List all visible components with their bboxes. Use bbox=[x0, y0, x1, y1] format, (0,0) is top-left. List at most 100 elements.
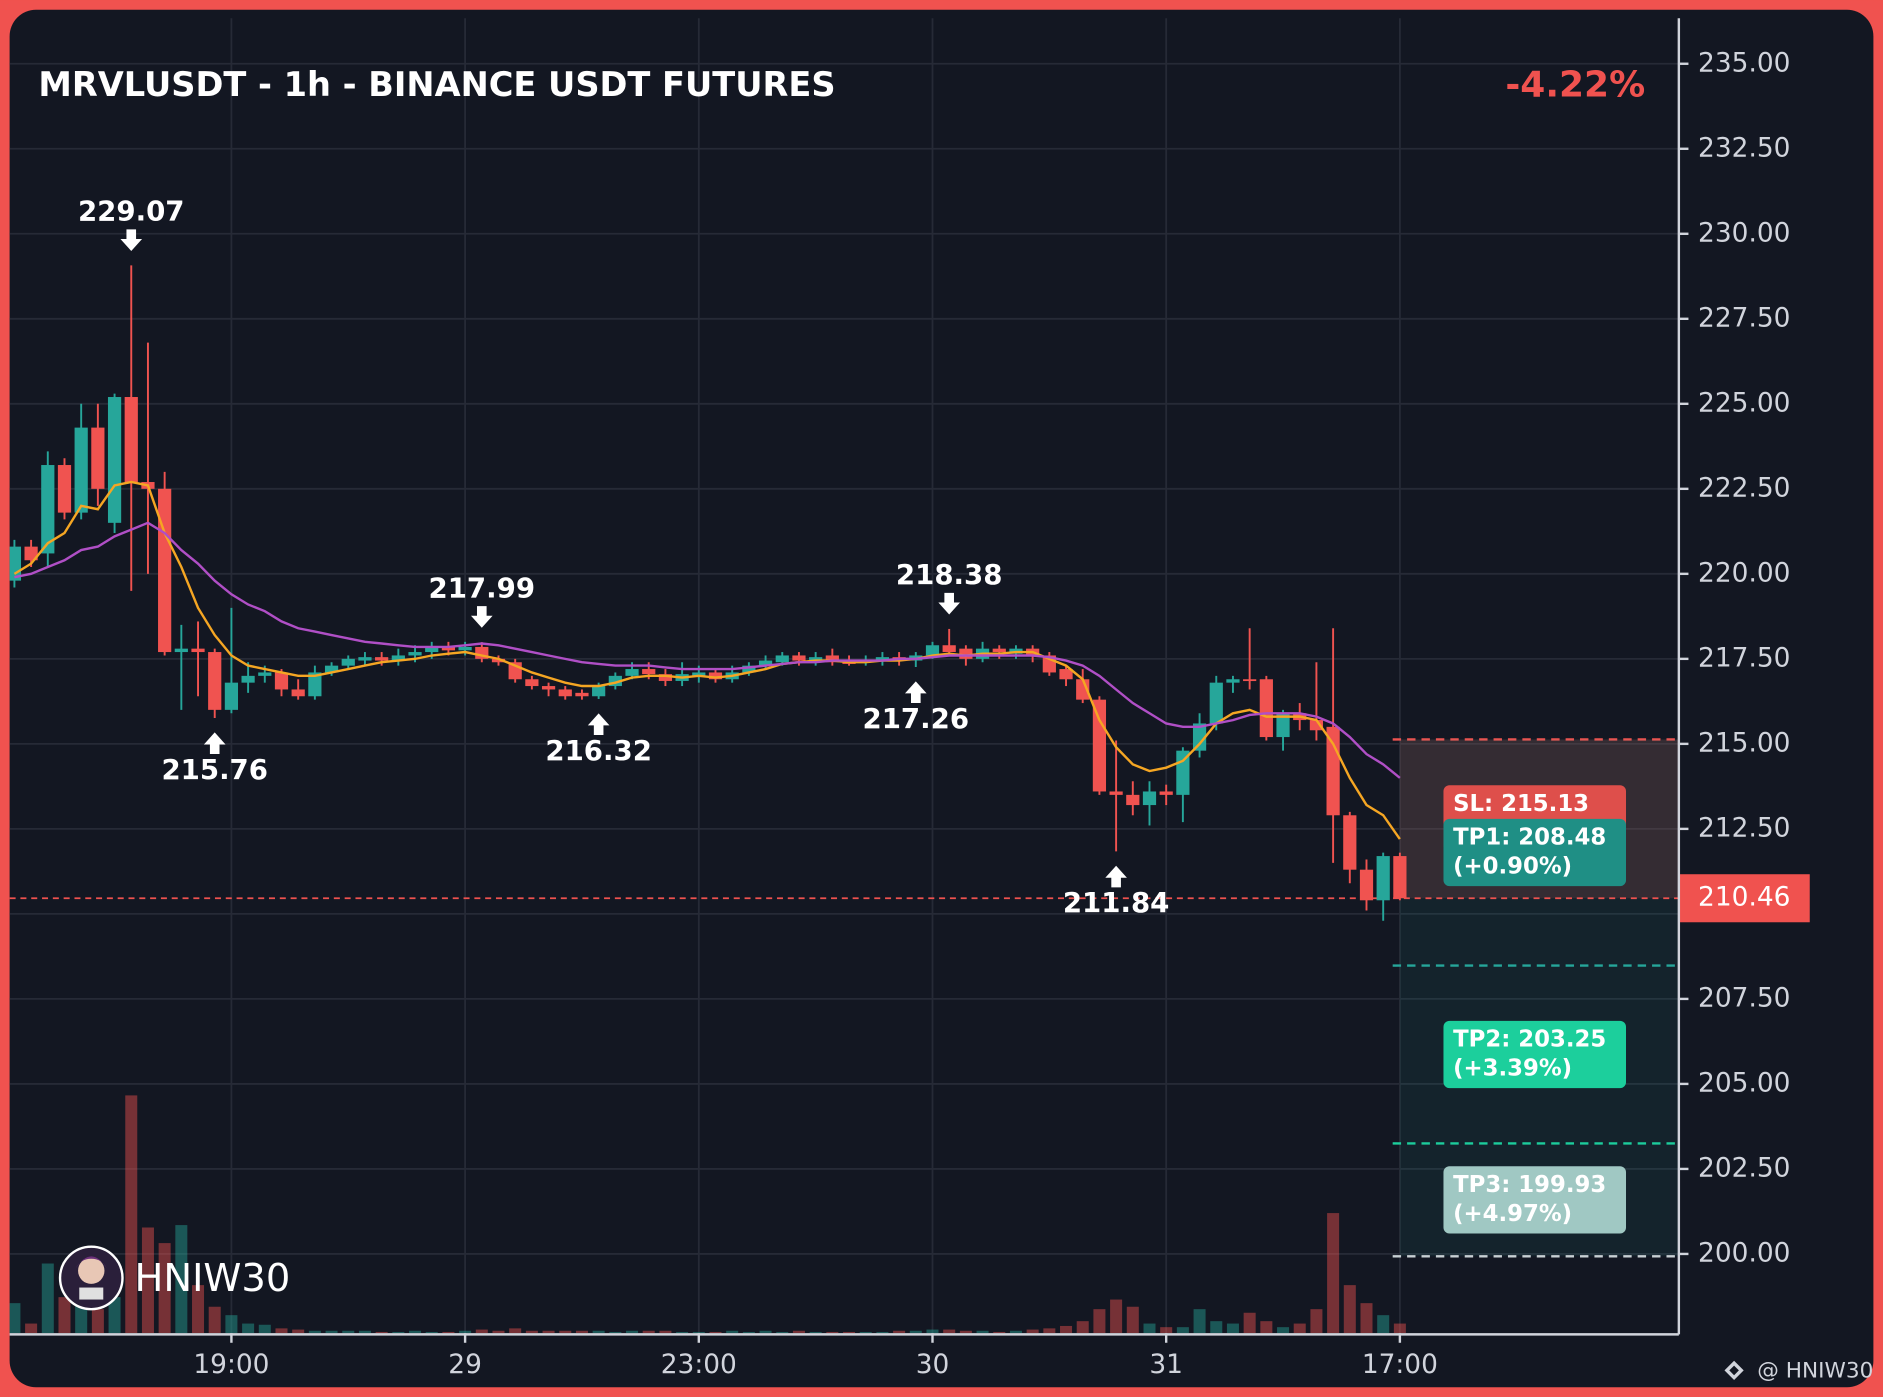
candle-body bbox=[107, 397, 122, 523]
candle-body bbox=[1259, 679, 1273, 738]
volume-bar bbox=[959, 1330, 972, 1334]
volume-bar bbox=[659, 1330, 672, 1334]
volume-bar bbox=[1193, 1309, 1206, 1334]
volume-bar bbox=[475, 1329, 488, 1334]
volume-bar bbox=[976, 1330, 989, 1334]
volume-bar bbox=[58, 1297, 71, 1334]
change-percent: -4.22% bbox=[1505, 65, 1645, 106]
volume-bar bbox=[192, 1285, 205, 1334]
candle-body bbox=[992, 648, 1006, 653]
y-tick-label: 212.50 bbox=[1698, 812, 1790, 843]
level-label: TP2: 203.25 bbox=[1453, 1027, 1606, 1053]
candle-body bbox=[959, 648, 973, 659]
volume-bar bbox=[726, 1330, 739, 1334]
candle-body bbox=[375, 657, 389, 661]
candle-body bbox=[191, 648, 205, 653]
volume-bar bbox=[108, 1297, 121, 1334]
candle-body bbox=[208, 652, 222, 710]
candle-body bbox=[708, 672, 723, 680]
volume-bar bbox=[943, 1329, 956, 1334]
candle-body bbox=[925, 645, 940, 656]
pivot-arrow bbox=[938, 592, 960, 615]
volume-bar bbox=[459, 1330, 472, 1334]
candle-body bbox=[1343, 815, 1357, 870]
volume-bar bbox=[1260, 1321, 1273, 1334]
volume-bar bbox=[1226, 1323, 1239, 1334]
volume-bar bbox=[642, 1330, 655, 1334]
candle-body bbox=[41, 465, 55, 554]
candle-body bbox=[1326, 726, 1340, 816]
x-tick-label: 31 bbox=[1149, 1349, 1183, 1380]
candle-body bbox=[91, 427, 105, 489]
y-tick-label: 225.00 bbox=[1698, 387, 1790, 418]
candle-body bbox=[942, 645, 956, 653]
volume-bar bbox=[609, 1331, 622, 1334]
candle-body bbox=[1243, 679, 1257, 682]
candle-body bbox=[1109, 791, 1123, 795]
candle-body bbox=[775, 655, 789, 663]
candle-body bbox=[174, 648, 188, 653]
candle-body bbox=[1376, 856, 1390, 901]
candle-body bbox=[1092, 699, 1107, 792]
volume-bar bbox=[575, 1330, 588, 1334]
price-tag-label: 210.46 bbox=[1698, 882, 1790, 913]
volume-bar bbox=[893, 1330, 906, 1334]
candle-body bbox=[224, 682, 239, 710]
volume-bar bbox=[225, 1315, 238, 1334]
volume-bar bbox=[91, 1309, 104, 1334]
x-tick-label: 17:00 bbox=[1362, 1349, 1438, 1380]
volume-bar bbox=[993, 1331, 1006, 1334]
candle-body bbox=[625, 669, 639, 676]
candle-body bbox=[441, 646, 456, 651]
volume-bar bbox=[1143, 1323, 1156, 1334]
candle-body bbox=[24, 546, 38, 561]
volume-bar bbox=[492, 1330, 505, 1334]
volume-bar bbox=[759, 1330, 772, 1334]
x-tick-label: 29 bbox=[448, 1349, 482, 1380]
volume-bar bbox=[1009, 1330, 1022, 1334]
volume-bar bbox=[809, 1331, 822, 1334]
pivot-arrow bbox=[470, 606, 493, 628]
volume-bar bbox=[542, 1330, 555, 1334]
candle-body bbox=[408, 652, 422, 656]
volume-bar bbox=[559, 1330, 572, 1334]
volume-bar bbox=[308, 1330, 321, 1334]
price-tag bbox=[1678, 874, 1810, 923]
level-change: (+3.39%) bbox=[1453, 1055, 1572, 1081]
exchange-logo bbox=[1724, 1360, 1744, 1381]
volume-bar bbox=[442, 1331, 455, 1334]
pivot-label: 216.32 bbox=[545, 734, 652, 767]
candle-body bbox=[792, 655, 806, 661]
x-tick-label: 23:00 bbox=[661, 1349, 737, 1380]
candle-body bbox=[1276, 713, 1290, 738]
y-tick-label: 200.00 bbox=[1698, 1237, 1790, 1268]
pivot-label: 215.76 bbox=[161, 753, 268, 786]
candle-body bbox=[1209, 682, 1223, 724]
volume-bar bbox=[1160, 1327, 1173, 1334]
candle-body bbox=[758, 660, 773, 666]
volume-bar bbox=[175, 1225, 188, 1334]
volume-bar bbox=[158, 1243, 171, 1334]
level-change: (+0.90%) bbox=[1453, 853, 1572, 879]
candle-body bbox=[274, 672, 289, 690]
volume-bar bbox=[776, 1331, 789, 1334]
volume-bar bbox=[25, 1323, 38, 1334]
y-tick-label: 220.00 bbox=[1698, 557, 1790, 588]
candle-body bbox=[9, 546, 22, 581]
pivot-label: 217.26 bbox=[863, 702, 970, 735]
volume-bar bbox=[1043, 1328, 1056, 1334]
pivot-arrow bbox=[120, 229, 143, 252]
volume-bar bbox=[1176, 1327, 1189, 1334]
candle-body bbox=[1059, 669, 1073, 680]
volume-bar bbox=[392, 1331, 405, 1334]
candle-body bbox=[1159, 791, 1173, 795]
credit: @ HNIW30 bbox=[1757, 1359, 1873, 1384]
candle-body bbox=[875, 657, 890, 661]
volume-bar bbox=[1210, 1321, 1223, 1334]
candle-body bbox=[558, 689, 572, 697]
watermark: HNIW30 bbox=[135, 1256, 291, 1301]
volume-bar bbox=[292, 1329, 305, 1334]
volume-bar bbox=[1076, 1321, 1089, 1334]
candle-body bbox=[475, 646, 489, 659]
